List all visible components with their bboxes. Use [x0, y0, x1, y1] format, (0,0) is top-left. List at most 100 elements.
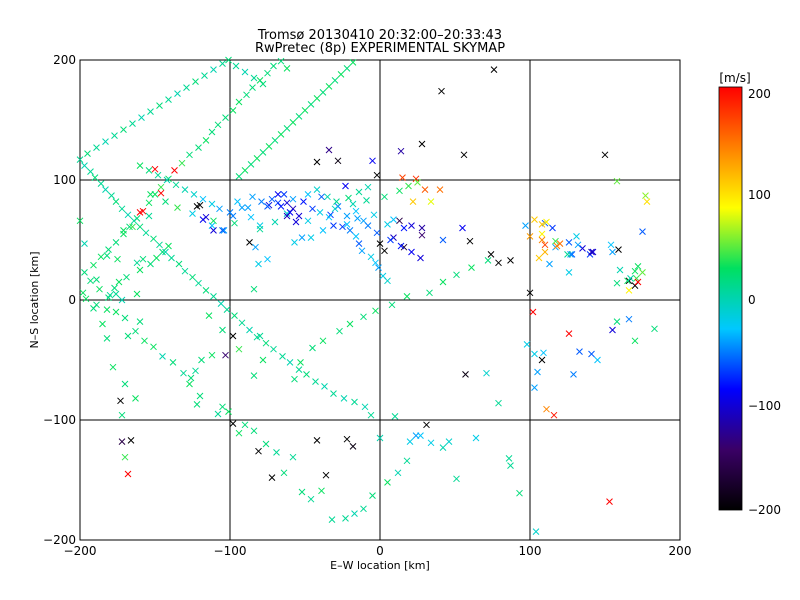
data-point — [531, 216, 538, 223]
data-point — [370, 211, 378, 219]
chart-subtitle: RwPretec (8p) EXPERIMENTAL SKYMAP — [255, 41, 505, 56]
data-point — [253, 155, 261, 162]
data-point — [388, 301, 396, 309]
data-point — [93, 144, 100, 151]
data-point — [217, 300, 225, 307]
data-point — [159, 248, 166, 256]
data-point — [495, 259, 502, 267]
data-point — [165, 242, 172, 250]
data-point — [174, 204, 181, 211]
data-point — [564, 251, 571, 258]
data-point — [349, 59, 357, 66]
colorbar-label: [m/s] — [719, 71, 750, 85]
data-point — [102, 138, 109, 145]
data-point — [565, 239, 573, 246]
data-point — [319, 337, 327, 345]
data-point — [309, 205, 316, 213]
data-point — [169, 359, 177, 366]
data-point — [145, 167, 153, 174]
grid-lines — [80, 60, 680, 540]
data-point — [268, 474, 276, 481]
data-point — [535, 254, 543, 262]
data-point — [331, 77, 339, 84]
data-point — [202, 287, 210, 294]
data-point — [124, 332, 132, 340]
data-point — [291, 375, 298, 383]
data-point — [328, 516, 336, 523]
data-point — [118, 411, 126, 419]
data-points — [76, 56, 658, 535]
data-point — [417, 254, 424, 262]
data-point — [145, 199, 153, 207]
data-point — [384, 277, 391, 285]
data-point — [373, 171, 381, 179]
data-point — [307, 101, 315, 108]
data-point — [405, 182, 412, 190]
data-point — [208, 351, 216, 359]
data-point — [229, 107, 237, 114]
data-point — [495, 399, 502, 407]
data-point — [319, 227, 327, 234]
data-point — [138, 114, 145, 121]
data-point — [307, 234, 315, 241]
data-point — [346, 227, 354, 234]
data-point — [295, 366, 303, 373]
data-point — [195, 279, 202, 287]
data-point — [403, 293, 411, 300]
data-point — [81, 240, 88, 247]
data-point — [141, 337, 148, 345]
data-point — [505, 455, 513, 462]
data-point — [298, 488, 306, 496]
data-point — [487, 251, 495, 258]
data-point — [223, 306, 231, 313]
data-point — [121, 314, 129, 322]
data-point — [625, 315, 633, 323]
data-point — [150, 235, 157, 243]
data-point — [250, 74, 258, 82]
data-point — [250, 427, 258, 435]
data-point — [165, 96, 172, 103]
data-point — [343, 221, 351, 228]
data-point — [472, 434, 480, 442]
data-point — [264, 69, 271, 77]
data-point — [490, 66, 498, 73]
data-point — [342, 182, 349, 190]
data-point — [102, 186, 109, 193]
data-point — [151, 165, 159, 173]
data-point — [126, 223, 133, 231]
data-point — [381, 193, 388, 201]
data-point — [522, 222, 529, 229]
data-point — [264, 255, 271, 263]
data-point — [355, 240, 363, 247]
data-point — [81, 269, 88, 276]
data-point — [235, 98, 243, 106]
data-point — [222, 351, 229, 359]
data-point — [325, 213, 333, 221]
data-point — [589, 248, 597, 256]
data-point — [129, 120, 136, 127]
colorbar-gradient — [718, 86, 743, 511]
data-point — [193, 401, 201, 408]
data-point — [132, 327, 139, 335]
data-point — [198, 356, 205, 364]
data-point — [225, 56, 232, 64]
data-point — [270, 62, 277, 70]
data-point — [360, 505, 367, 513]
data-point — [81, 162, 88, 169]
data-point — [111, 284, 118, 292]
data-point — [187, 374, 195, 382]
data-point — [147, 191, 154, 198]
colorbar-tick-label: 0 — [748, 293, 756, 307]
data-point — [157, 183, 165, 191]
data-point — [345, 194, 352, 202]
data-point — [147, 260, 154, 268]
data-point — [150, 343, 157, 351]
data-point — [256, 225, 264, 233]
data-point — [208, 200, 216, 208]
data-point — [507, 257, 514, 264]
data-point — [531, 384, 538, 391]
data-point — [307, 495, 315, 503]
data-point — [214, 410, 222, 418]
data-point — [120, 126, 127, 133]
data-point — [192, 367, 199, 375]
